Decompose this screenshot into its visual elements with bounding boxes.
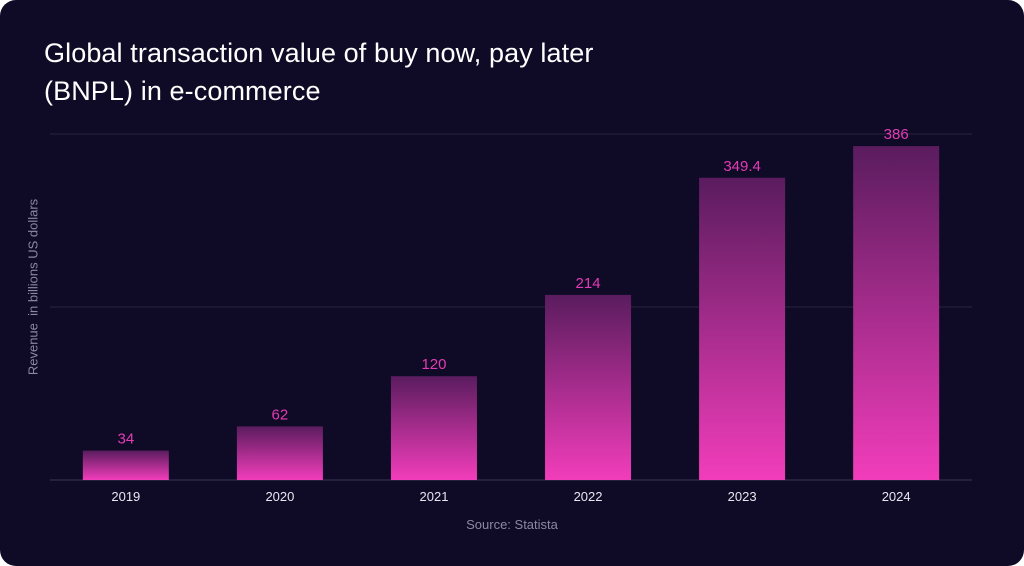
value-label-2024: 386 [884,126,909,143]
x-tick-2019: 2019 [111,489,140,504]
x-axis-ticks: 2019 2020 2021 2022 2023 2024 [111,489,910,504]
value-label-2022: 214 [576,275,601,292]
value-label-2023: 349.4 [723,158,761,175]
bars [82,146,940,481]
bar-2023 [699,177,786,481]
x-tick-2022: 2022 [574,489,603,504]
source-note: Source: Statista [466,517,558,532]
x-tick-2023: 2023 [728,489,757,504]
bar-2019 [82,450,169,480]
chart-title: Global transaction value of buy now, pay… [44,38,594,106]
value-label-2019: 34 [117,431,134,448]
x-tick-2024: 2024 [882,489,911,504]
gridlines [50,133,972,481]
x-tick-2021: 2021 [420,489,449,504]
bar-2024 [853,146,940,481]
value-label-2021: 120 [421,356,446,373]
value-label-2020: 62 [272,406,289,423]
bar-2020 [236,426,323,480]
x-tick-2020: 2020 [265,489,294,504]
bar-2021 [390,376,477,480]
value-labels: 34 62 120 214 349.4 386 [117,126,908,447]
bar-2022 [545,294,632,480]
